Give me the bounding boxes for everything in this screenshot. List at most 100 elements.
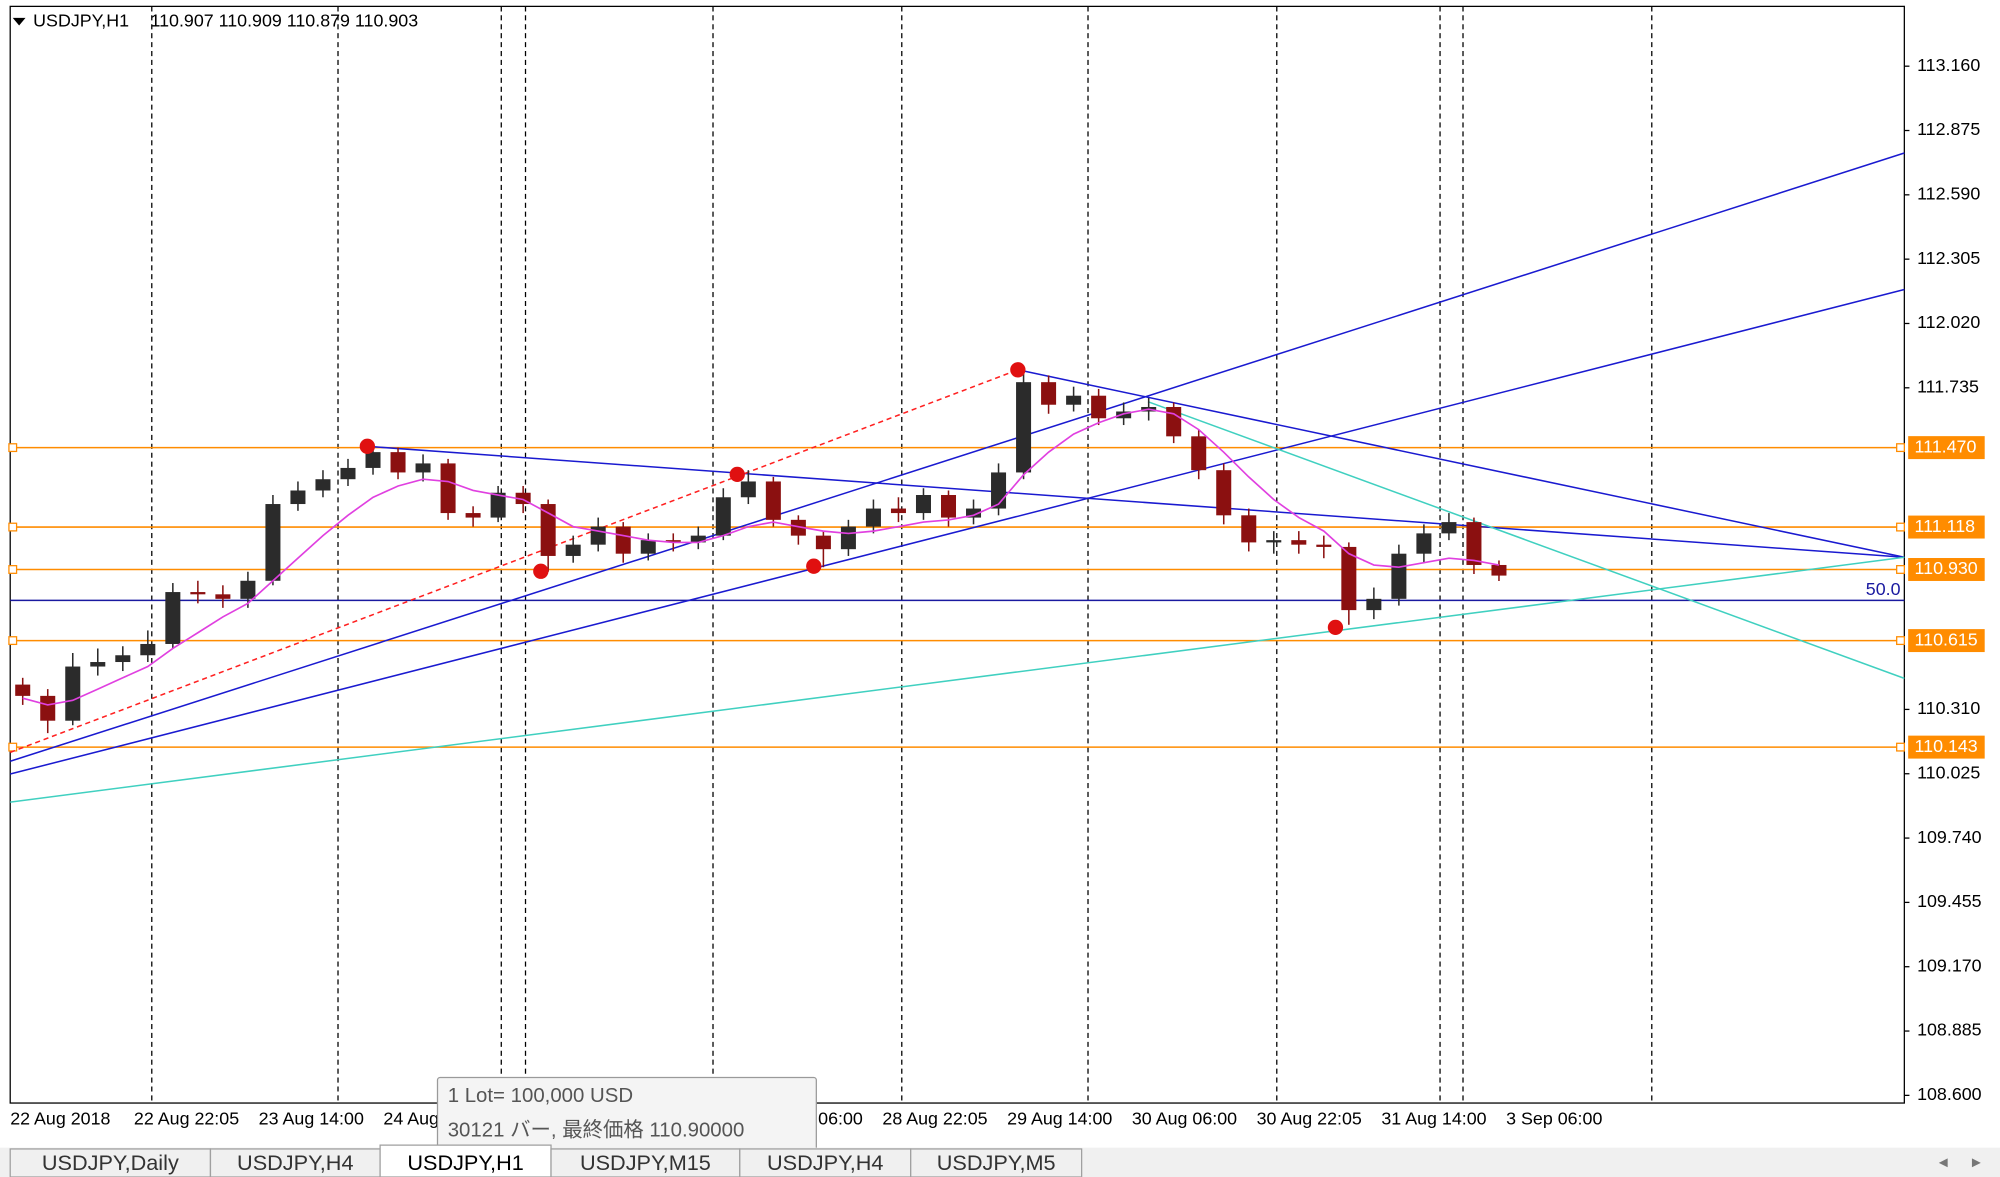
- level-handle[interactable]: [8, 636, 18, 646]
- tab-label[interactable]: USDJPY,M5: [937, 1150, 1056, 1175]
- y-tick-label: 108.600: [1917, 1084, 1982, 1104]
- candle-body: [540, 504, 556, 556]
- level-handle[interactable]: [1896, 443, 1905, 453]
- collapse-arrow[interactable]: [12, 17, 26, 26]
- price-axis: 113.160 112.875 112.590 112.305 112.020 111.7…: [1904, 55, 1985, 1104]
- x-tick-label: 3 Sep 06:00: [1506, 1108, 1602, 1128]
- tooltip-line: 1 Lot= 100,000 USD: [448, 1085, 633, 1107]
- candle-body: [1066, 395, 1082, 405]
- candle-body: [1441, 522, 1457, 534]
- candle-body: [890, 508, 906, 514]
- trend-objects: [9, 152, 1905, 803]
- candle-body: [1241, 515, 1257, 543]
- y-tick-label: 110.310: [1917, 698, 1980, 718]
- candle-body: [15, 684, 31, 696]
- candle-body: [615, 526, 631, 554]
- candles: [15, 369, 1507, 734]
- candle-body: [1116, 411, 1132, 419]
- y-tick-label: 108.885: [1917, 1020, 1982, 1040]
- candle-body: [915, 495, 931, 514]
- candle-body: [290, 490, 306, 505]
- x-tick-label: 31 Aug 14:00: [1381, 1108, 1486, 1128]
- level-handle[interactable]: [1896, 522, 1905, 532]
- candle-body: [415, 463, 431, 473]
- y-tick-label: 112.875: [1917, 119, 1980, 139]
- trend-line: [367, 445, 1905, 559]
- candle-body: [590, 526, 606, 545]
- y-tick-label: 109.740: [1917, 827, 1982, 847]
- candle-body: [1041, 382, 1057, 405]
- level-label: 111.118: [1915, 516, 1976, 536]
- candle-body: [940, 495, 957, 518]
- tab-label[interactable]: USDJPY,H4: [767, 1150, 883, 1175]
- tab-label[interactable]: USDJPY,M15: [580, 1150, 711, 1175]
- candle-body: [1016, 382, 1032, 473]
- x-tick-label: 22 Aug 2018: [10, 1108, 110, 1128]
- candle-body: [40, 695, 56, 721]
- candle-body: [165, 592, 181, 644]
- tooltip: 1 Lot= 100,000 USD 30121 バー, 最終価格 110.90…: [436, 1076, 817, 1153]
- level-handle[interactable]: [8, 443, 18, 453]
- candle-body: [1091, 395, 1107, 419]
- moving-average: [22, 408, 1500, 706]
- candle-body: [565, 544, 581, 556]
- level-label-box: [1908, 735, 1985, 759]
- level-label: 111.470: [1915, 436, 1977, 456]
- level-handle[interactable]: [8, 565, 18, 574]
- candle-body: [190, 592, 206, 595]
- x-tick-label: 28 Aug 22:05: [882, 1108, 987, 1128]
- candle-body: [715, 497, 731, 536]
- level-handle[interactable]: [8, 742, 18, 752]
- level-handle[interactable]: [1896, 636, 1905, 646]
- candle-body: [1416, 533, 1432, 554]
- trend-line: [9, 152, 1905, 763]
- plot-frame: [9, 5, 1905, 1104]
- levels: 50.0: [8, 443, 1905, 752]
- candle-body: [440, 463, 456, 514]
- tabs: USDJPY,Daily USDJPY,H4 USDJPY,H1 USDJPY,M15…: [9, 1144, 1083, 1177]
- candle-body: [1341, 546, 1357, 611]
- level-label-box: [1908, 515, 1985, 539]
- tab[interactable]: [379, 1144, 552, 1177]
- swing-marker: [1010, 362, 1026, 378]
- tab-label[interactable]: USDJPY,Daily: [42, 1150, 179, 1175]
- candle-body: [765, 481, 781, 520]
- candle-body: [1166, 406, 1182, 437]
- tab-label[interactable]: USDJPY,H4: [237, 1150, 353, 1175]
- level-label: 110.930: [1915, 558, 1978, 578]
- scroll-left[interactable]: ◂: [1939, 1152, 1948, 1172]
- candle-body: [1491, 564, 1507, 576]
- candle-body: [1291, 540, 1307, 545]
- swing-marker: [729, 466, 745, 483]
- swing-marker: [359, 438, 375, 454]
- tooltip-line: 30121 バー, 最終価格 110.90000: [448, 1118, 745, 1141]
- candle-body: [490, 492, 506, 518]
- level-handle[interactable]: [1896, 742, 1905, 752]
- candle-body: [465, 513, 481, 518]
- x-tick-label: 30 Aug 06:00: [1132, 1108, 1237, 1128]
- candle-body: [966, 508, 982, 518]
- quote: 110.907 110.909 110.879 110.903: [151, 10, 419, 30]
- candle-body: [1216, 470, 1232, 516]
- tab[interactable]: [910, 1148, 1083, 1177]
- candle-body: [140, 643, 156, 656]
- scroll-right[interactable]: ▸: [1972, 1152, 1981, 1172]
- y-tick-label: 109.170: [1917, 955, 1982, 975]
- symbol: USDJPY,H1: [33, 10, 129, 30]
- tab-label[interactable]: USDJPY,H1: [407, 1150, 523, 1175]
- y-tick-label: 113.160: [1917, 55, 1980, 75]
- x-tick-label: 30 Aug 22:05: [1257, 1108, 1362, 1128]
- level-label-box: [1908, 436, 1985, 460]
- tab[interactable]: [550, 1148, 741, 1177]
- candle-body: [515, 492, 531, 505]
- level-handle[interactable]: [8, 522, 18, 532]
- level-handle[interactable]: [1896, 565, 1905, 574]
- trend-line: [10, 556, 1905, 803]
- y-tick-label: 110.025: [1917, 762, 1980, 782]
- candle-body: [265, 504, 281, 581]
- y-tick-label: 112.590: [1917, 184, 1980, 204]
- y-tick-label: 112.305: [1917, 248, 1980, 268]
- candle-body: [640, 540, 656, 554]
